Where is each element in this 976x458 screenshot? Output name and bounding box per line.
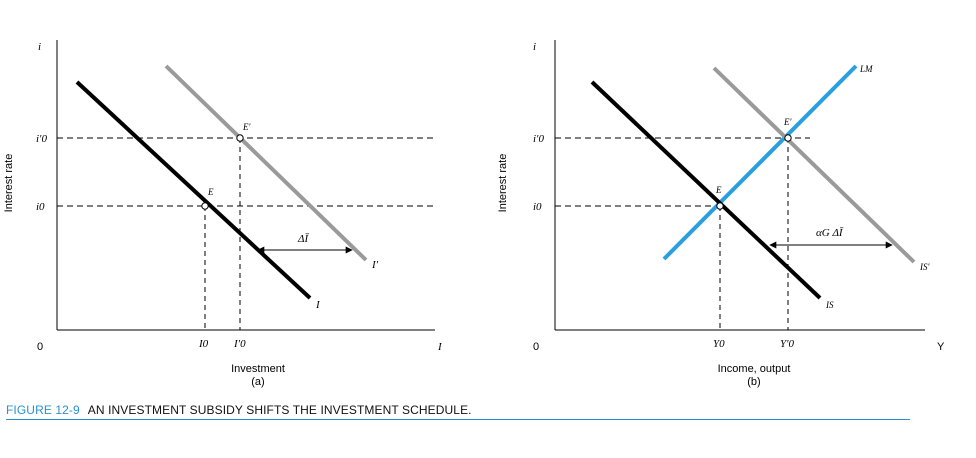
panel-a-y-axis-label: Interest rate [3,154,15,213]
panel-b-Ep-label: E′ [783,117,792,127]
panel-b-ISp-label: IS′ [919,262,930,272]
figure-caption: FIGURE 12-9 AN INVESTMENT SUBSIDY SHIFTS … [6,403,472,417]
panel-b-panel-label: (b) [747,376,760,388]
panel-b-curve-IS [590,80,822,300]
panel-b-Y0p-label: Y′0 [780,338,795,350]
caption-rule [6,419,910,420]
panel-a-i0p-label: i′0 [36,133,47,145]
panel-a-point-E [201,202,209,210]
panel-a-origin: 0 [37,341,43,353]
panel-b-curve-LM [662,64,858,261]
panel-b-x-axis-symbol: Y [937,341,945,353]
panel-b-E-label: E [715,185,722,195]
panel-b-y-axis-label: Interest rate [497,154,509,213]
panel-a-panel-label: (a) [251,376,264,388]
panel-a-I0p-label: I′0 [233,338,246,350]
panel-a-Ep-label: E′ [242,122,251,132]
panel-b: Interest rate i 0 Y E E′ i′0 i0 Y0 Y′0 L… [497,40,945,388]
panel-a-curve-I-label: I [315,299,321,311]
panel-a-curve-Ip-label: I′ [371,259,379,271]
panel-b-Y0-label: Y0 [713,338,725,350]
panel-a-point-E-prime [236,134,244,142]
panel-b-IS-label: IS [825,300,834,310]
panel-a-x-axis-title: Investment [231,363,285,375]
panel-b-point-E-prime [784,134,792,142]
panel-b-x-axis-title: Income, output [718,363,791,375]
panel-b-i0-label: i0 [533,201,542,213]
figure-number: FIGURE 12-9 [6,403,80,417]
panel-b-curve-IS-prime [712,66,916,264]
figure-title: AN INVESTMENT SUBSIDY SHIFTS THE INVESTM… [87,403,472,417]
panel-b-i0p-label: i′0 [533,133,544,145]
panel-a-curve-I-prime [164,64,368,262]
panel-a-x-axis-symbol: I [437,341,443,353]
panel-b-shift-label: αG ΔĪ [816,227,844,239]
panel-a-E-label: E [207,187,214,197]
panel-b-point-E [716,202,724,210]
panel-b-y-axis-symbol: i [533,41,536,53]
panel-a: Interest rate i 0 I E E′ i′0 i0 I0 I′0 I… [3,40,443,388]
panel-b-origin: 0 [533,341,539,353]
panel-a-shift-label: ΔĪ [297,233,309,245]
panel-a-y-axis-symbol: i [38,41,41,53]
panel-b-LM-label: LM [859,64,873,74]
panel-a-i0-label: i0 [36,201,45,213]
panel-a-I0-label: I0 [198,338,209,350]
panel-a-curve-I [75,80,312,300]
